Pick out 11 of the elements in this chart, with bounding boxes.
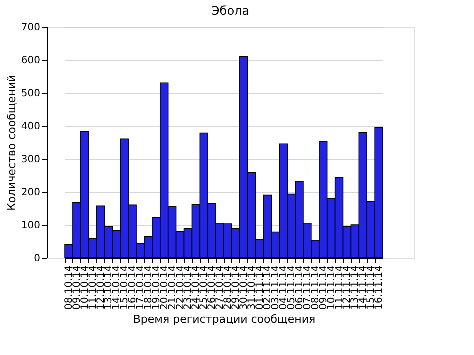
y-tick-label: 400 [21,122,40,132]
y-tick-label: 300 [21,154,40,166]
y-axis-title: Количество сообщений [5,74,18,212]
chart-title: Эбола [211,4,250,18]
y-tick-label: 100 [21,220,40,232]
y-tick-label: 500 [21,88,40,100]
y-tick-label: 200 [21,188,40,198]
y-tick-label: 600 [21,56,40,66]
y-tick-label: 700 [21,22,40,34]
x-axis-title: Время регистрации сообщения [133,313,316,326]
y-tick-label: 0 [34,254,40,264]
